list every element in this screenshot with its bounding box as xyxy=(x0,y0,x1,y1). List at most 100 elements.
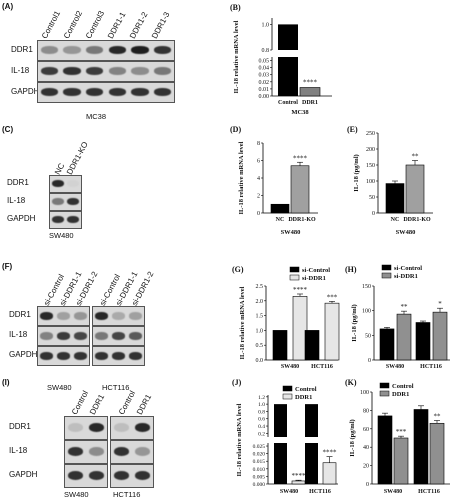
significance-mark: ** xyxy=(412,153,420,161)
row-label: DDR1 xyxy=(9,422,31,431)
y-tick-label: 40 xyxy=(363,445,369,451)
y-tick-label: 150 xyxy=(366,163,375,169)
bar-nc xyxy=(270,203,290,214)
blot-strip xyxy=(37,326,90,346)
band xyxy=(57,332,70,340)
legend-swatch xyxy=(289,266,300,273)
y-tick-label: 200 xyxy=(366,147,375,153)
y-tick-label: 0.02 xyxy=(259,80,270,86)
bar-control xyxy=(413,409,429,485)
blot-strip xyxy=(110,464,154,488)
bar-control-upper xyxy=(305,404,318,437)
band xyxy=(113,471,130,481)
y-tick-label: 1.2 xyxy=(258,395,265,401)
legend-swatch xyxy=(282,385,293,392)
band xyxy=(67,423,84,433)
y-tick-label: 0.005 xyxy=(253,474,266,480)
y-tick-label: 8 xyxy=(257,141,260,147)
legend-swatch xyxy=(379,382,390,389)
panel-label-i: (I) xyxy=(2,378,10,387)
x-tick-label: SW480 xyxy=(280,489,298,495)
blot-strip xyxy=(110,440,154,464)
band xyxy=(86,46,104,55)
blot-strip xyxy=(110,416,154,440)
x-tick-label: SW480 xyxy=(384,489,402,495)
y-tick-label: 1.5 xyxy=(256,314,264,320)
legend-label: DDR1 xyxy=(295,394,312,401)
y-axis-label: IL-18 (pg/ml) xyxy=(351,304,358,341)
cell-line-label: SW480 xyxy=(49,231,74,240)
y-tick-label: 0 xyxy=(366,482,369,488)
blot-strip xyxy=(37,40,175,61)
legend-swatch xyxy=(381,264,392,271)
y-tick-label: 100 xyxy=(360,390,369,396)
bar-control-upper xyxy=(274,404,287,437)
y-tick-label: 100 xyxy=(362,309,371,315)
significance-mark: * xyxy=(438,300,442,308)
x-tick-label: NC xyxy=(276,217,285,223)
bar-si-ddr1 xyxy=(432,311,448,361)
blot-strip xyxy=(37,61,175,82)
x-axis-label: SW480 xyxy=(396,229,416,236)
band xyxy=(51,216,64,224)
significance-mark: **** xyxy=(323,449,338,457)
y-tick-label: 0.010 xyxy=(253,467,266,473)
bar-si-control xyxy=(379,328,395,361)
y-tick-label: 0.8 xyxy=(258,409,265,415)
y-tick-label: 0.05 xyxy=(259,59,270,65)
legend-label: Control xyxy=(295,386,317,393)
x-tick-label: SW480 xyxy=(281,364,299,370)
band xyxy=(57,312,70,320)
band xyxy=(108,88,126,97)
y-tick-label: 0.0 xyxy=(256,358,264,364)
y-axis-label: IL-18 relative mRNA level xyxy=(239,286,246,359)
band xyxy=(131,67,149,76)
row-label: GAPDH xyxy=(7,214,36,223)
band xyxy=(154,67,172,76)
panel-label: (J) xyxy=(232,378,242,387)
significance-mark: **** xyxy=(292,472,307,480)
band xyxy=(88,447,105,457)
y-tick-label: 100 xyxy=(366,179,375,185)
panel-label: (B) xyxy=(230,3,241,12)
blot-strip xyxy=(49,175,82,193)
band xyxy=(113,423,130,433)
band xyxy=(67,198,80,206)
legend-label: si-Control xyxy=(302,267,330,274)
band xyxy=(51,180,64,188)
y-tick-label: 0 xyxy=(368,358,371,364)
y-tick-label: 0 xyxy=(257,211,260,217)
significance-mark: ** xyxy=(434,413,442,421)
y-tick-label: 50 xyxy=(365,333,371,339)
band xyxy=(131,46,149,55)
panel-label: (G) xyxy=(232,265,244,274)
band xyxy=(112,312,125,320)
band xyxy=(74,332,87,340)
band xyxy=(40,312,53,320)
row-label: IL-18 xyxy=(7,196,26,205)
significance-mark: **** xyxy=(303,78,318,86)
band xyxy=(63,88,81,97)
band xyxy=(112,352,125,360)
legend-label: si-DDR1 xyxy=(394,273,418,280)
bar-ddr1 xyxy=(291,480,306,485)
significance-mark: *** xyxy=(396,428,407,436)
significance-mark: *** xyxy=(327,293,338,301)
bar-si-control xyxy=(304,330,320,361)
bar-ddr1 xyxy=(393,437,409,485)
band xyxy=(95,332,108,340)
cell-line-label: SW480 xyxy=(47,383,72,392)
y-tick-label: 0.8 xyxy=(262,48,270,54)
y-tick-label: 20 xyxy=(363,464,369,470)
band xyxy=(129,312,142,320)
band xyxy=(40,67,58,76)
y-tick-label: 6 xyxy=(257,159,260,165)
band xyxy=(74,352,87,360)
x-axis-label: MC38 xyxy=(291,109,309,116)
cell-line-label: SW480 xyxy=(64,490,89,499)
y-tick-label: 0.4 xyxy=(258,424,265,430)
x-tick-label: HCT116 xyxy=(309,489,331,495)
panel-label: (D) xyxy=(230,125,241,134)
y-tick-label: 2 xyxy=(257,194,260,200)
